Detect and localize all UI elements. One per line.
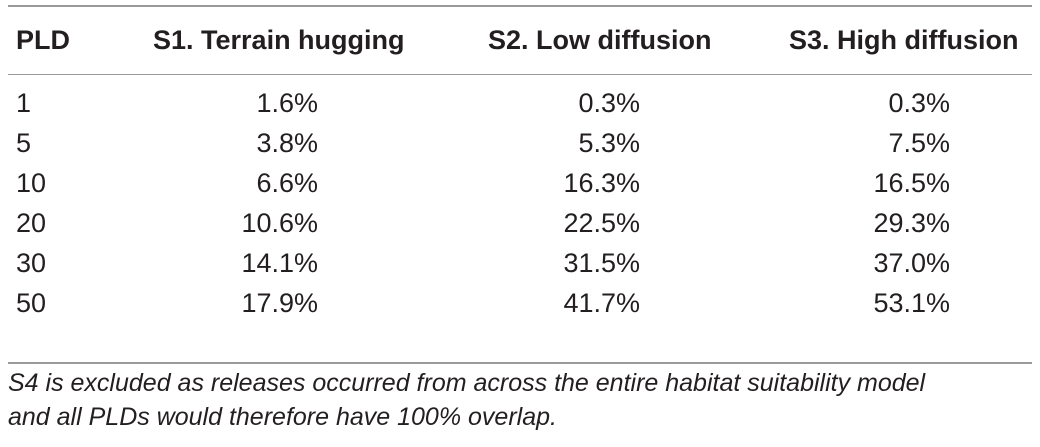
table-row: 1 1.6% 0.3% 0.3%: [8, 83, 1032, 123]
cell-s3: 29.3%: [873, 208, 950, 238]
cell-s2: 5.3%: [578, 128, 640, 158]
cell-pld: 30: [16, 248, 47, 278]
cell-s3: 7.5%: [888, 128, 950, 158]
footnote-line-2: and all PLDs would therefore have 100% o…: [8, 403, 557, 431]
table-row: 10 6.6% 16.3% 16.5%: [8, 163, 1032, 203]
header-s1: S1. Terrain hugging: [153, 25, 405, 55]
table-row: 5 3.8% 5.3% 7.5%: [8, 123, 1032, 163]
cell-s1: 3.8%: [256, 128, 318, 158]
cell-s3: 53.1%: [873, 288, 950, 318]
cell-s2: 16.3%: [563, 168, 640, 198]
cell-s2: 41.7%: [563, 288, 640, 318]
table-bottom-rule: [8, 362, 1032, 364]
cell-s1: 17.9%: [241, 288, 318, 318]
cell-pld: 1: [16, 88, 32, 118]
table-header-rule: [8, 74, 1032, 75]
table-row: 30 14.1% 31.5% 37.0%: [8, 243, 1032, 283]
header-s2: S2. Low diffusion: [488, 25, 712, 55]
cell-s1: 10.6%: [241, 208, 318, 238]
table-top-rule: [8, 5, 1032, 7]
cell-s1: 1.6%: [256, 88, 318, 118]
cell-s2: 0.3%: [578, 88, 640, 118]
cell-s2: 22.5%: [563, 208, 640, 238]
cell-s1: 6.6%: [256, 168, 318, 198]
footnote-line-1: S4 is excluded as releases occurred from…: [8, 369, 926, 397]
cell-pld: 5: [16, 128, 32, 158]
cell-pld: 10: [16, 168, 47, 198]
table-footnote: S4 is excluded as releases occurred from…: [8, 366, 1032, 434]
cell-pld: 20: [16, 208, 47, 238]
table-row: 50 17.9% 41.7% 53.1%: [8, 283, 1032, 323]
cell-s3: 0.3%: [888, 88, 950, 118]
header-s3: S3. High diffusion: [789, 25, 1019, 55]
cell-s3: 16.5%: [873, 168, 950, 198]
cell-s3: 37.0%: [873, 248, 950, 278]
table-row: 20 10.6% 22.5% 29.3%: [8, 203, 1032, 243]
table-body: 1 1.6% 0.3% 0.3% 5 3.8% 5.3% 7.5% 10 6.6…: [8, 83, 1032, 323]
cell-pld: 50: [16, 288, 47, 318]
cell-s2: 31.5%: [563, 248, 640, 278]
header-pld: PLD: [16, 25, 70, 55]
table-header-row: PLD S1. Terrain hugging S2. Low diffusio…: [8, 20, 1032, 60]
cell-s1: 14.1%: [241, 248, 318, 278]
